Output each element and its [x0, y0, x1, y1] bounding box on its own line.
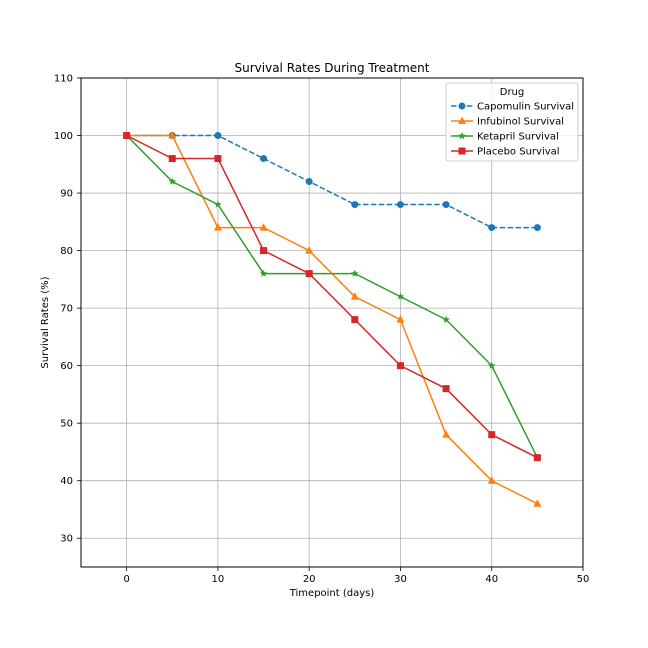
x-tick-label: 40 [485, 574, 498, 585]
data-point [350, 292, 359, 300]
y-tick-label: 70 [60, 304, 73, 315]
x-tick-label: 50 [577, 574, 590, 585]
data-point [168, 131, 177, 139]
legend-marker [458, 116, 466, 124]
data-point [123, 132, 131, 140]
data-point [396, 292, 405, 300]
legend-items: Capomulin Survival Infubinol Survival Keta… [451, 102, 574, 158]
data-point [259, 223, 268, 231]
legend-entry: Infubinol Survival [451, 116, 564, 128]
data-point [351, 269, 359, 277]
series-line [126, 134, 538, 229]
x-tick-label: 30 [394, 574, 407, 585]
data-point [442, 201, 450, 209]
data-point [488, 224, 496, 232]
legend-label: Placebo Survival [477, 147, 560, 158]
ticks: 0 10 20 30 40 50 30 40 50 60 70 80 90 100 110 [54, 74, 589, 586]
x-tick-label: 10 [212, 574, 225, 585]
data-point [488, 431, 496, 439]
data-point [168, 177, 177, 185]
y-tick-label: 30 [60, 534, 73, 545]
data-point [214, 155, 222, 163]
data-point [396, 315, 405, 323]
legend-box [445, 82, 579, 162]
data-point [214, 200, 222, 208]
x-axis-label: Timepoint (days) [289, 588, 375, 599]
series-line [126, 134, 538, 459]
legend: Drug Capomulin Survival Infubinol Surviva… [445, 82, 579, 162]
data-point [259, 269, 268, 277]
data-point [487, 476, 496, 484]
y-tick-label: 80 [60, 246, 73, 257]
data-point [396, 362, 404, 370]
legend-entry: Capomulin Survival [451, 102, 574, 113]
data-point [533, 499, 542, 507]
y-tick-label: 100 [54, 131, 73, 142]
legend-label: Capomulin Survival [477, 102, 574, 113]
legend-marker [458, 147, 466, 155]
series-capomulin-survival [123, 132, 541, 232]
x-tick-label: 20 [303, 574, 316, 585]
legend-label: Infubinol Survival [477, 117, 564, 128]
data-point [442, 430, 451, 438]
plot-frame [80, 77, 584, 568]
data-point [305, 178, 313, 186]
data-point [533, 224, 541, 232]
y-tick-label: 50 [60, 419, 73, 430]
data-point [396, 201, 404, 209]
data-point [260, 247, 268, 255]
y-axis-label: Survival Rates (%) [40, 276, 51, 368]
data-point [442, 315, 450, 323]
data-point [213, 223, 222, 231]
legend-label: Ketapril Survival [477, 132, 559, 143]
data-point [351, 201, 359, 209]
series-layer [122, 131, 542, 507]
data-point [305, 246, 314, 254]
legend-marker [458, 102, 466, 110]
y-tick-label: 40 [60, 476, 73, 487]
data-point [214, 132, 222, 140]
series-placebo-survival [123, 132, 541, 462]
data-point [351, 316, 359, 324]
data-point [533, 454, 541, 462]
legend-entry: Placebo Survival [451, 147, 560, 158]
y-tick-label: 90 [60, 189, 73, 200]
y-tick-label: 60 [60, 361, 73, 372]
legend-title: Drug [500, 87, 525, 98]
data-point [260, 155, 268, 163]
data-point [305, 270, 313, 278]
data-point [487, 361, 496, 369]
series-line [126, 135, 539, 459]
data-point [442, 385, 450, 393]
x-tick-label: 0 [123, 574, 129, 585]
y-tick-label: 110 [54, 74, 73, 85]
chart-title: Survival Rates During Treatment [235, 61, 430, 75]
data-point [168, 155, 176, 163]
legend-entry: Ketapril Survival [451, 132, 559, 143]
legend-marker [458, 132, 466, 140]
